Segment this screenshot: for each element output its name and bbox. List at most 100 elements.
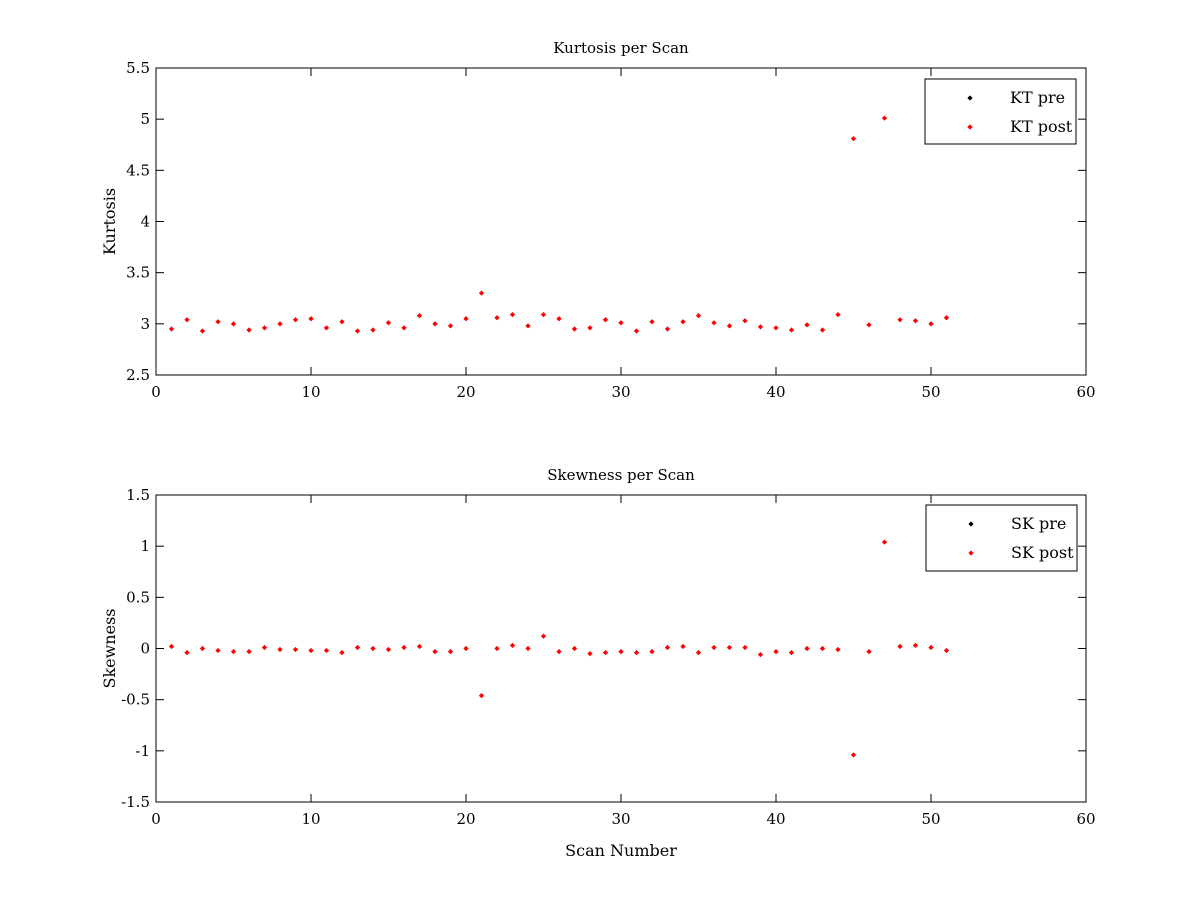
data-point (850, 135, 857, 142)
y-tick-label: 2.5 (126, 366, 150, 384)
data-point (509, 311, 516, 318)
data-point (509, 642, 516, 649)
data-point (184, 317, 190, 323)
legend-entry: KT post (1010, 117, 1073, 136)
x-tick-label: 0 (151, 383, 161, 401)
data-point (401, 644, 407, 651)
data-point (292, 317, 299, 323)
data-point (385, 320, 392, 326)
legend-box (925, 504, 1078, 572)
x-tick-label: 40 (766, 383, 785, 401)
data-point (308, 316, 314, 322)
data-point (246, 327, 252, 333)
data-point (416, 313, 423, 319)
data-point (447, 323, 454, 329)
data-point (494, 645, 500, 652)
data-point (928, 321, 934, 327)
data-point (866, 648, 872, 655)
data-point (463, 316, 469, 322)
data-point (385, 646, 392, 653)
data-point (943, 315, 950, 321)
x-tick-label: 40 (766, 810, 785, 828)
legend: KT pre KT post (924, 78, 1077, 145)
data-point (184, 649, 190, 656)
data-point (494, 315, 500, 321)
data-point (742, 318, 748, 324)
legend-box (924, 78, 1077, 145)
data-point (370, 645, 376, 652)
data-point (881, 115, 888, 121)
data-point (168, 643, 175, 650)
data-point (432, 321, 438, 327)
data-point (819, 645, 826, 652)
data-point (354, 328, 361, 334)
y-tick-label: 1.5 (126, 486, 150, 504)
data-point (664, 326, 671, 332)
data-point (804, 322, 810, 328)
data-point (602, 317, 609, 323)
data-point (261, 325, 268, 331)
y-tick-label: 0 (140, 640, 150, 658)
data-point (866, 322, 872, 328)
legend-marker (967, 124, 973, 130)
data-point (556, 316, 562, 322)
data-point (525, 645, 531, 652)
x-tick-label: 60 (1076, 810, 1095, 828)
data-point (633, 328, 640, 334)
data-point (726, 644, 733, 651)
chart-panel-1: 0 10 20 30 40 50 60 2.5 3 3.5 4 4.5 5 5.5 Kurtosis per… (100, 39, 1096, 401)
chart-title: Skewness per Scan (547, 466, 695, 484)
data-point (695, 313, 702, 319)
data-point (323, 647, 330, 654)
data-point (432, 648, 438, 655)
data-point (199, 645, 206, 652)
data-point (633, 649, 640, 656)
data-point (664, 644, 671, 651)
data-point (339, 649, 345, 656)
data-point (199, 328, 206, 334)
data-point (571, 326, 578, 332)
x-tick-label: 30 (611, 810, 630, 828)
data-point (354, 644, 361, 651)
legend-entry: SK pre (1011, 514, 1066, 533)
data-point (788, 327, 795, 333)
data-point (726, 323, 733, 329)
x-axis-label: Scan Number (565, 841, 677, 860)
data-point (788, 649, 795, 656)
legend-entry: SK post (1011, 543, 1074, 562)
series-2 (168, 539, 950, 758)
legend-marker (968, 521, 974, 527)
data-point (230, 321, 237, 327)
legend-marker (967, 95, 973, 101)
y-tick-label: 5.5 (126, 59, 150, 77)
data-point (757, 324, 764, 330)
data-point (618, 648, 624, 655)
data-point (556, 648, 562, 655)
x-tick-label: 20 (456, 383, 475, 401)
data-point (773, 648, 779, 655)
data-point (370, 327, 376, 333)
series-2 (168, 115, 950, 334)
chart-panel-2: 0 10 20 30 40 50 60 -1.5 -1 -0.5 0 0.5 1 1.5 Skewness … (100, 466, 1096, 860)
data-point (757, 652, 764, 658)
data-point (680, 643, 686, 650)
x-tick-label: 60 (1076, 383, 1095, 401)
data-point (711, 644, 717, 651)
data-point (323, 325, 330, 331)
data-point (680, 319, 686, 325)
data-point (804, 645, 810, 652)
data-point (261, 644, 268, 651)
y-tick-label: 4 (140, 213, 150, 231)
data-point (602, 649, 609, 656)
data-point (742, 644, 748, 651)
y-tick-label: 4.5 (126, 161, 150, 179)
x-tick-label: 50 (921, 383, 940, 401)
data-point (215, 319, 221, 325)
y-tick-label: 1 (140, 537, 150, 555)
data-point (618, 320, 624, 326)
data-point (230, 648, 237, 655)
data-point (912, 318, 919, 324)
y-tick-label: -0.5 (121, 691, 150, 709)
data-point (540, 311, 547, 318)
